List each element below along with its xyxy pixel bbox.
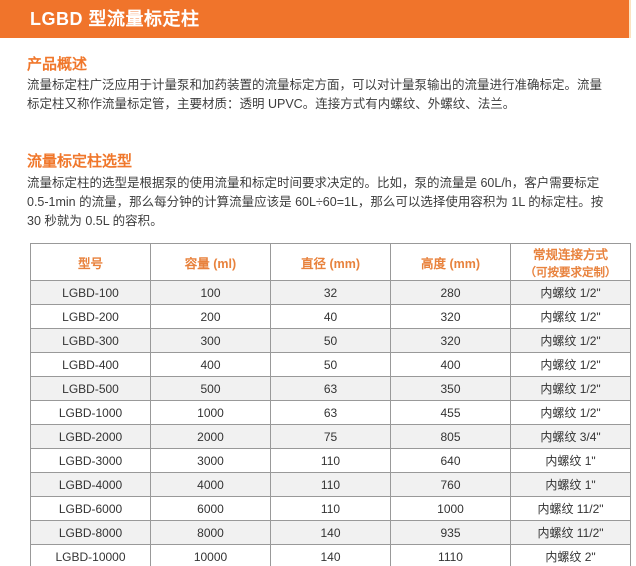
column-header-model: 型号 bbox=[30, 243, 151, 281]
table-row: LGBD-4000 4000 110 760 内螺纹 1" bbox=[30, 472, 631, 497]
column-header-height: 高度 (mm) bbox=[390, 243, 511, 281]
cell-model: LGBD-200 bbox=[30, 304, 151, 329]
table-row: LGBD-300 300 50 320 内螺纹 1/2" bbox=[30, 328, 631, 353]
cell-height: 935 bbox=[390, 520, 511, 545]
column-header-capacity: 容量 (ml) bbox=[150, 243, 271, 281]
product-overview-text: 流量标定柱广泛应用于计量泵和加药装置的流量标定方面，可以对计量泵输出的流量进行准… bbox=[27, 78, 603, 111]
cell-capacity: 500 bbox=[150, 376, 271, 401]
cell-model: LGBD-100 bbox=[30, 280, 151, 305]
cell-diameter: 140 bbox=[270, 520, 391, 545]
cell-diameter: 110 bbox=[270, 496, 391, 521]
cell-connection: 内螺纹 1" bbox=[510, 448, 631, 473]
section-heading-selection-guide: 流量标定柱选型 bbox=[27, 153, 133, 170]
table-row: LGBD-3000 3000 110 640 内螺纹 1" bbox=[30, 448, 631, 473]
cell-model: LGBD-500 bbox=[30, 376, 151, 401]
table-row: LGBD-8000 8000 140 935 内螺纹 11/2" bbox=[30, 520, 631, 545]
cell-diameter: 63 bbox=[270, 376, 391, 401]
cell-height: 400 bbox=[390, 352, 511, 377]
spec-table-header: 型号 容量 (ml) 直径 (mm) 高度 (mm) 常规连接方式 （可按要求定制） bbox=[30, 243, 631, 281]
cell-capacity: 8000 bbox=[150, 520, 271, 545]
table-row: LGBD-10000 10000 140 1110 内螺纹 2" bbox=[30, 544, 631, 566]
table-row: LGBD-1000 1000 63 455 内螺纹 1/2" bbox=[30, 400, 631, 425]
header-row: 型号 容量 (ml) 直径 (mm) 高度 (mm) 常规连接方式 （可按要求定制） bbox=[30, 243, 631, 281]
cell-connection: 内螺纹 3/4" bbox=[510, 424, 631, 449]
cell-model: LGBD-3000 bbox=[30, 448, 151, 473]
table-row: LGBD-100 100 32 280 内螺纹 1/2" bbox=[30, 280, 631, 305]
cell-connection: 内螺纹 11/2" bbox=[510, 496, 631, 521]
cell-model: LGBD-1000 bbox=[30, 400, 151, 425]
page-title: LGBD 型流量标定柱 bbox=[30, 9, 200, 29]
table-row: LGBD-500 500 63 350 内螺纹 1/2" bbox=[30, 376, 631, 401]
cell-connection: 内螺纹 11/2" bbox=[510, 520, 631, 545]
cell-connection: 内螺纹 1/2" bbox=[510, 328, 631, 353]
title-banner: LGBD 型流量标定柱 bbox=[0, 0, 631, 38]
cell-connection: 内螺纹 1/2" bbox=[510, 280, 631, 305]
cell-connection: 内螺纹 1/2" bbox=[510, 304, 631, 329]
cell-connection: 内螺纹 2" bbox=[510, 544, 631, 566]
section-heading-product-overview: 产品概述 bbox=[27, 56, 88, 73]
spec-table-body: LGBD-100 100 32 280 内螺纹 1/2" LGBD-200 200 40 320… bbox=[30, 280, 631, 566]
cell-model: LGBD-4000 bbox=[30, 472, 151, 497]
cell-diameter: 110 bbox=[270, 448, 391, 473]
cell-capacity: 6000 bbox=[150, 496, 271, 521]
table-row: LGBD-6000 6000 110 1000 内螺纹 11/2" bbox=[30, 496, 631, 521]
cell-diameter: 140 bbox=[270, 544, 391, 566]
column-header-connection: 常规连接方式 （可按要求定制） bbox=[510, 243, 631, 281]
cell-capacity: 200 bbox=[150, 304, 271, 329]
cell-height: 320 bbox=[390, 304, 511, 329]
cell-model: LGBD-8000 bbox=[30, 520, 151, 545]
cell-capacity: 100 bbox=[150, 280, 271, 305]
cell-height: 455 bbox=[390, 400, 511, 425]
cell-capacity: 1000 bbox=[150, 400, 271, 425]
cell-diameter: 32 bbox=[270, 280, 391, 305]
cell-capacity: 300 bbox=[150, 328, 271, 353]
cell-height: 1000 bbox=[390, 496, 511, 521]
cell-height: 1110 bbox=[390, 544, 511, 566]
cell-height: 320 bbox=[390, 328, 511, 353]
cell-model: LGBD-300 bbox=[30, 328, 151, 353]
cell-diameter: 63 bbox=[270, 400, 391, 425]
selection-guide-text: 流量标定柱的选型是根据泵的使用流量和标定时间要求决定的。比如，泵的流量是 60L… bbox=[27, 176, 604, 228]
column-header-diameter: 直径 (mm) bbox=[270, 243, 391, 281]
cell-capacity: 4000 bbox=[150, 472, 271, 497]
spec-table: 型号 容量 (ml) 直径 (mm) 高度 (mm) 常规连接方式 （可按要求定制） LG… bbox=[30, 243, 631, 566]
cell-model: LGBD-400 bbox=[30, 352, 151, 377]
cell-connection: 内螺纹 1" bbox=[510, 472, 631, 497]
cell-connection: 内螺纹 1/2" bbox=[510, 352, 631, 377]
cell-capacity: 2000 bbox=[150, 424, 271, 449]
cell-diameter: 75 bbox=[270, 424, 391, 449]
table-row: LGBD-200 200 40 320 内螺纹 1/2" bbox=[30, 304, 631, 329]
table-row: LGBD-2000 2000 75 805 内螺纹 3/4" bbox=[30, 424, 631, 449]
cell-model: LGBD-6000 bbox=[30, 496, 151, 521]
cell-model: LGBD-2000 bbox=[30, 424, 151, 449]
cell-height: 805 bbox=[390, 424, 511, 449]
cell-height: 280 bbox=[390, 280, 511, 305]
cell-capacity: 10000 bbox=[150, 544, 271, 566]
cell-height: 640 bbox=[390, 448, 511, 473]
cell-capacity: 3000 bbox=[150, 448, 271, 473]
cell-height: 350 bbox=[390, 376, 511, 401]
cell-diameter: 110 bbox=[270, 472, 391, 497]
cell-diameter: 50 bbox=[270, 328, 391, 353]
cell-diameter: 50 bbox=[270, 352, 391, 377]
cell-connection: 内螺纹 1/2" bbox=[510, 376, 631, 401]
cell-connection: 内螺纹 1/2" bbox=[510, 400, 631, 425]
cell-diameter: 40 bbox=[270, 304, 391, 329]
cell-capacity: 400 bbox=[150, 352, 271, 377]
cell-height: 760 bbox=[390, 472, 511, 497]
table-row: LGBD-400 400 50 400 内螺纹 1/2" bbox=[30, 352, 631, 377]
cell-model: LGBD-10000 bbox=[30, 544, 151, 566]
